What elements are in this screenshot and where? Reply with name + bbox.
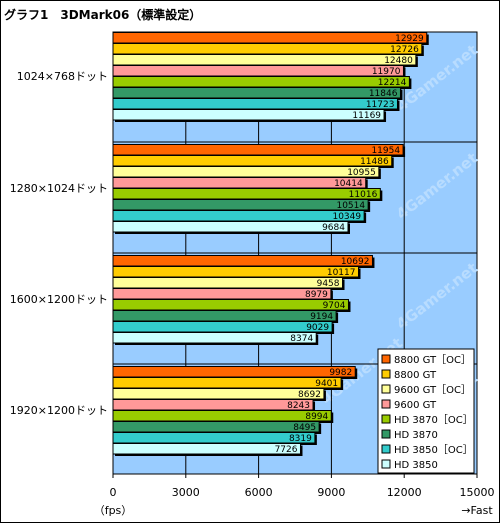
- bar-value-label: 10692: [341, 257, 370, 267]
- bar: [112, 210, 365, 222]
- bar: [112, 388, 325, 400]
- bar: [112, 144, 404, 156]
- bar: [112, 188, 381, 200]
- category-label: 1920×1200ドット: [10, 404, 108, 417]
- bar-value-label: 10955: [347, 168, 376, 178]
- bar-value-label: 8319: [289, 434, 312, 444]
- bar-value-label: 12214: [378, 78, 407, 88]
- bar: [112, 432, 316, 444]
- bar-value-label: 8979: [305, 290, 328, 300]
- legend-box: [377, 348, 475, 474]
- legend-swatch: [381, 399, 391, 409]
- bar: [112, 332, 317, 344]
- bar-value-label: 9458: [317, 279, 340, 289]
- bar: [112, 277, 344, 289]
- bar: [112, 76, 410, 88]
- x-tick-label: 0: [110, 486, 117, 499]
- bar-value-label: 11970: [372, 67, 401, 77]
- bar-value-label: 8243: [287, 401, 310, 411]
- legend-entry: HD 3870［OC］: [394, 414, 473, 426]
- legend-swatch: [381, 354, 391, 364]
- bar: [112, 255, 373, 267]
- legend-entry: HD 3850: [394, 460, 438, 471]
- bar-value-label: 10514: [336, 201, 365, 211]
- bar: [112, 410, 332, 422]
- bar-value-label: 9704: [323, 301, 346, 311]
- bar: [112, 32, 428, 44]
- legend-entry: 8800 GT: [394, 370, 437, 381]
- bar-value-label: 12480: [384, 56, 413, 66]
- category-label: 1280×1024ドット: [10, 182, 108, 195]
- bar-value-label: 12929: [395, 34, 424, 44]
- bar-value-label: 8374: [290, 334, 313, 344]
- bar: [112, 443, 301, 455]
- bar: [112, 166, 380, 178]
- bar-value-label: 12726: [390, 45, 419, 55]
- bar-value-label: 8692: [298, 390, 321, 400]
- legend-swatch: [381, 444, 391, 454]
- bar-value-label: 8495: [293, 423, 316, 433]
- bar-value-label: 11016: [349, 190, 378, 200]
- category-label: 1600×1200ドット: [10, 293, 108, 306]
- bar: [112, 288, 332, 300]
- bar: [112, 109, 385, 121]
- bar: [112, 321, 333, 333]
- legend-swatch: [381, 384, 391, 394]
- bar: [112, 266, 360, 278]
- bar: [112, 221, 349, 233]
- legend-swatch: [381, 369, 391, 379]
- bar-value-label: 11486: [360, 157, 389, 167]
- x-tick-label: 6000: [245, 486, 273, 499]
- legend-swatch: [381, 429, 391, 439]
- legend-entry: 9600 GT: [394, 400, 437, 411]
- bar-value-label: 11723: [366, 100, 395, 110]
- legend-entry: 8800 GT［OC］: [394, 354, 471, 366]
- bar: [112, 43, 423, 55]
- bar-value-label: 7726: [275, 445, 298, 455]
- bar: [112, 87, 401, 99]
- category-label: 1024×768ドット: [17, 70, 108, 83]
- bar: [112, 310, 337, 322]
- bar-value-label: 11954: [371, 146, 400, 156]
- bar-value-label: 8994: [305, 412, 328, 422]
- x-tick-label: 15000: [460, 486, 495, 499]
- bar: [112, 65, 404, 77]
- bar-value-label: 9029: [306, 323, 329, 333]
- x-tick-label: 9000: [317, 486, 345, 499]
- legend-entry: HD 3870: [394, 430, 438, 441]
- bar: [112, 54, 417, 66]
- bar-value-label: 9684: [322, 223, 345, 233]
- bar: [112, 299, 349, 311]
- x-tick-label: 12000: [387, 486, 422, 499]
- legend-swatch: [381, 459, 391, 469]
- bar-value-label: 10117: [327, 268, 356, 278]
- bar: [112, 421, 320, 433]
- bar: [112, 377, 342, 389]
- bar-value-label: 11846: [369, 89, 398, 99]
- x-direction-label: →Fast: [461, 504, 493, 517]
- x-unit-label: （fps）: [94, 504, 133, 517]
- bar-value-label: 9982: [329, 368, 352, 378]
- bar: [112, 98, 398, 110]
- bar-value-label: 10414: [334, 179, 363, 189]
- legend-entry: 9600 GT［OC］: [394, 384, 471, 396]
- bar-value-label: 9194: [310, 312, 333, 322]
- bar: [112, 366, 356, 378]
- bar: [112, 199, 369, 211]
- bar-value-label: 9401: [315, 379, 338, 389]
- legend-entry: HD 3850［OC］: [394, 444, 473, 456]
- bar: [112, 155, 393, 167]
- chart-title: グラフ1 3DMark06（標準設定）: [4, 8, 202, 22]
- bar: [112, 177, 367, 189]
- x-tick-label: 3000: [172, 486, 200, 499]
- legend-swatch: [381, 414, 391, 424]
- bar: [112, 399, 314, 411]
- bar-value-label: 11169: [352, 111, 381, 121]
- bar-value-label: 10349: [332, 212, 361, 222]
